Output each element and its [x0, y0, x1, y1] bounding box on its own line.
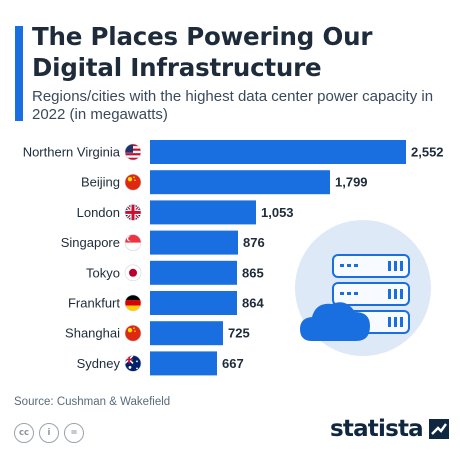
category-label: Frankfurt: [68, 296, 120, 311]
bar: [150, 230, 238, 255]
bar: [150, 291, 237, 315]
category-label: Sydney: [77, 356, 121, 371]
value-label: 865: [242, 265, 264, 280]
bar: [150, 170, 330, 195]
japan-flag-icon: [124, 264, 142, 282]
statista-logo[interactable]: statista: [330, 416, 449, 442]
bar: [150, 140, 406, 164]
source-note: Source: Cushman & Wakefield: [14, 396, 171, 408]
singapore-flag-icon: [124, 234, 142, 251]
no-derivatives-icon[interactable]: =: [64, 423, 84, 443]
category-label: London: [77, 205, 120, 220]
value-label: 1,799: [335, 175, 368, 190]
value-label: 864: [242, 296, 264, 311]
value-label: 667: [222, 356, 244, 371]
title-accent-bar: [15, 26, 23, 121]
category-label: Northern Virginia: [23, 145, 121, 160]
cloud-icon: [300, 302, 370, 341]
chart-subtitle: Regions/cities with the highest data cen…: [32, 88, 434, 123]
category-label: Singapore: [61, 235, 120, 250]
value-label: 725: [228, 326, 250, 341]
bar: [150, 321, 223, 346]
bar: [150, 351, 217, 376]
uk-flag-icon: [124, 204, 142, 221]
china-flag-icon: [124, 173, 142, 191]
license-icons: cc i =: [14, 423, 84, 443]
statista-mark-icon: [428, 419, 449, 439]
server-cloud-illustration: [295, 220, 431, 356]
australia-flag-icon: [124, 355, 142, 372]
category-label: Tokyo: [86, 265, 120, 280]
attribution-icon[interactable]: i: [39, 423, 59, 443]
bar: [150, 260, 237, 285]
bar: [150, 200, 256, 225]
value-label: 1,053: [261, 205, 294, 220]
category-label: Shanghai: [65, 326, 120, 341]
chart-title: The Places Powering Our Digital Infrastr…: [32, 22, 373, 82]
germany-flag-icon: [124, 294, 142, 312]
category-label: Beijing: [81, 175, 120, 190]
value-label: 2,552: [411, 145, 444, 160]
china-flag-icon: [124, 324, 142, 342]
creative-commons-icon[interactable]: cc: [14, 423, 34, 443]
brand-wordmark: statista: [330, 416, 424, 442]
us-flag-icon: [124, 143, 142, 161]
value-label: 876: [243, 235, 265, 250]
